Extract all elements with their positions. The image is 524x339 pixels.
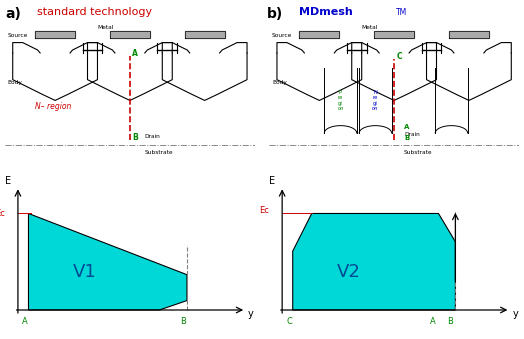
Polygon shape — [374, 31, 414, 38]
Text: E: E — [269, 176, 276, 186]
Text: Source: Source — [8, 33, 28, 38]
Text: Body: Body — [272, 80, 287, 85]
Text: b): b) — [267, 7, 283, 21]
Text: Source: Source — [272, 33, 292, 38]
Polygon shape — [293, 214, 455, 310]
Text: a): a) — [5, 7, 21, 21]
Text: Body: Body — [8, 80, 23, 85]
Polygon shape — [185, 31, 225, 38]
Text: V2: V2 — [337, 263, 361, 281]
Text: standard technology: standard technology — [37, 7, 152, 17]
Polygon shape — [35, 31, 75, 38]
Text: N– region: N– region — [35, 102, 72, 111]
Text: Metal: Metal — [97, 25, 114, 30]
Text: B: B — [447, 317, 453, 326]
Text: C: C — [397, 52, 402, 61]
Text: Metal: Metal — [362, 25, 378, 30]
Text: TM: TM — [396, 8, 407, 18]
Text: B: B — [404, 136, 409, 141]
Text: Substrate: Substrate — [404, 150, 433, 155]
Text: N
re
gi
on: N re gi on — [372, 90, 379, 111]
Text: C: C — [287, 317, 292, 326]
Text: A: A — [22, 317, 28, 326]
Text: P
re
gi
on: P re gi on — [337, 90, 344, 111]
Polygon shape — [449, 31, 489, 38]
Text: Drain: Drain — [145, 134, 160, 139]
Text: E: E — [5, 176, 12, 186]
Text: Drain: Drain — [404, 132, 420, 137]
Text: B: B — [133, 134, 138, 142]
Text: V1: V1 — [73, 263, 96, 281]
Polygon shape — [110, 31, 150, 38]
Text: y: y — [248, 309, 254, 319]
Text: B: B — [181, 317, 187, 326]
Text: Substrate: Substrate — [145, 150, 173, 155]
Polygon shape — [28, 214, 187, 310]
Text: A: A — [133, 49, 138, 58]
Text: Ec: Ec — [259, 206, 269, 216]
Text: Ec: Ec — [0, 209, 5, 218]
Text: MDmesh: MDmesh — [299, 7, 353, 17]
Text: y: y — [512, 309, 518, 319]
Text: A: A — [404, 124, 409, 129]
Polygon shape — [299, 31, 339, 38]
Text: A: A — [430, 317, 436, 326]
